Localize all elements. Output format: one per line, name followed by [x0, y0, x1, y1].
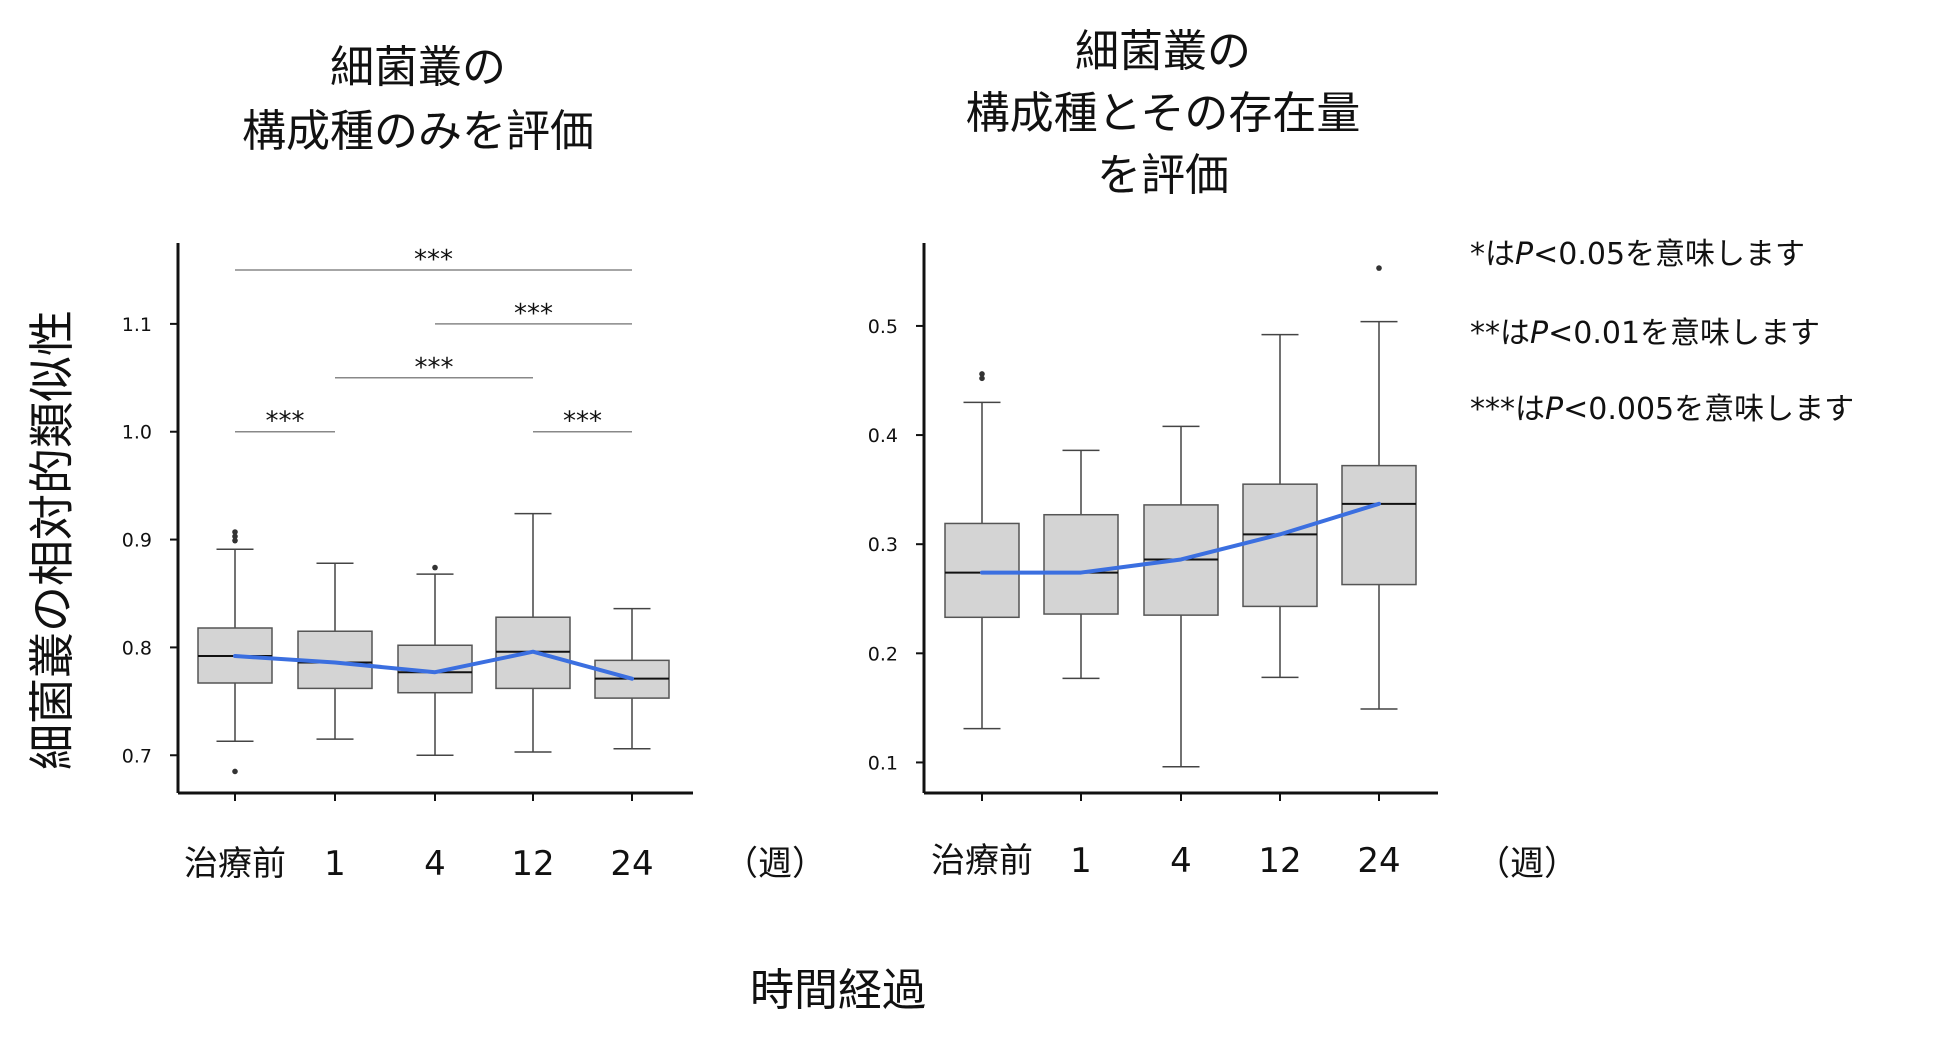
- outlier-point: [232, 529, 238, 535]
- y-tick-label: 0.5: [868, 316, 898, 338]
- note-p: P: [1545, 392, 1564, 427]
- unit-label-right: （週）: [1476, 844, 1578, 884]
- y-tick-label: 0.7: [122, 745, 152, 767]
- y-tick-label: 0.1: [868, 752, 898, 774]
- significance-label: ***: [266, 407, 305, 437]
- chart-title-line: を評価: [1097, 150, 1229, 201]
- note-stars: **: [1470, 316, 1500, 351]
- note-p: P: [1515, 237, 1534, 272]
- median-trend-line: [233, 649, 634, 681]
- outlier-point: [232, 533, 238, 540]
- outlier-point: [979, 371, 985, 377]
- x-tick-label: 4: [1170, 841, 1192, 881]
- y-tick-label: 1.1: [122, 314, 152, 336]
- y-tick-label: 0.3: [868, 534, 898, 556]
- outlier-point: [1376, 265, 1382, 271]
- outlier-point: [232, 768, 238, 775]
- note-p-001: **はP<0.01を意味します: [1470, 316, 1820, 351]
- significance-label: ***: [563, 407, 602, 437]
- unit-label-left: （週）: [724, 844, 826, 884]
- note-p: P: [1530, 316, 1549, 351]
- x-tick-label: 4: [424, 844, 446, 884]
- note-stars: ***: [1470, 392, 1515, 427]
- note-ha: は: [1515, 392, 1545, 427]
- y-tick-label: 0.2: [868, 643, 898, 665]
- note-ha: は: [1500, 316, 1530, 351]
- box: [1043, 513, 1119, 615]
- box: [495, 616, 571, 690]
- y-tick-label: 0.8: [122, 637, 152, 659]
- note-stars: *: [1470, 237, 1485, 272]
- x-tick-label: 12: [1258, 841, 1301, 881]
- shared-labels: 細菌叢の相対的類似性 時間経過 （週） （週） *はP<0.05を意味します *…: [25, 237, 1854, 1016]
- y-tick-label: 1.0: [122, 422, 152, 444]
- box: [1242, 483, 1318, 608]
- chart-title-line: 構成種のみを評価: [242, 106, 594, 157]
- x-tick-label: 治療前: [184, 844, 286, 884]
- x-tick-label: 1: [324, 844, 346, 884]
- outlier-point: [979, 375, 985, 382]
- y-tick-label: 0.9: [122, 530, 152, 552]
- outlier-point: [432, 564, 438, 571]
- note-p-005: *はP<0.05を意味します: [1470, 237, 1805, 272]
- x-tick-label: 24: [610, 844, 653, 884]
- y-tick-label: 0.4: [868, 425, 898, 447]
- chart-title-line: 細菌叢の: [1075, 26, 1251, 77]
- note-rest: <0.01を意味します: [1548, 316, 1820, 351]
- significance-label: ***: [414, 245, 453, 275]
- x-tick-label: 1: [1070, 841, 1092, 881]
- outlier-point: [232, 537, 238, 544]
- box: [1341, 464, 1417, 586]
- box: [944, 522, 1020, 619]
- note-rest: <0.005を意味します: [1563, 392, 1854, 427]
- note-rest: <0.05を意味します: [1533, 237, 1805, 272]
- chart-title-line: 細菌叢の: [330, 42, 506, 93]
- chart-title-line: 構成種とその存在量: [966, 88, 1361, 139]
- x-tick-label: 治療前: [931, 841, 1033, 881]
- x-tick-label: 24: [1357, 841, 1400, 881]
- note-ha: は: [1485, 237, 1515, 272]
- median-trend-line: [980, 501, 1381, 575]
- x-axis-label: 時間経過: [750, 965, 926, 1016]
- significance-label: ***: [514, 299, 553, 329]
- note-p-0005: ***はP<0.005を意味します: [1470, 392, 1854, 427]
- significance-label: ***: [415, 353, 454, 383]
- y-axis-label: 細菌叢の相対的類似性: [25, 310, 79, 770]
- x-tick-label: 12: [511, 844, 554, 884]
